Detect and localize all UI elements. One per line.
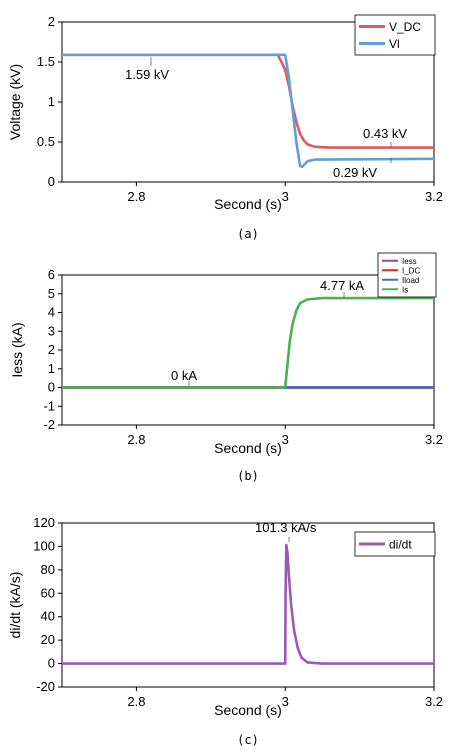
annotation-label: 0 kA: [171, 368, 197, 383]
y-tick-label: 2: [48, 342, 55, 357]
x-tick-label: 2.8: [127, 432, 145, 447]
series-line-vl: [62, 53, 434, 169]
x-tick-label: 3.2: [425, 432, 443, 447]
annotation-label: 4.77 kA: [320, 278, 364, 293]
y-tick-label: 2: [48, 14, 55, 29]
y-tick-label: 120: [33, 515, 55, 530]
legend-label: Is: [402, 285, 408, 294]
x-tick-label: 3: [282, 189, 289, 204]
series-line-v-dc: [62, 53, 434, 149]
legend: di/dt: [354, 531, 436, 557]
plot-frame: [61, 522, 435, 688]
legend-label: di/dt: [389, 538, 412, 552]
x-tick-label: 3: [282, 432, 289, 447]
y-axis-label: Iess (kA): [9, 322, 25, 377]
y-axis-label: di/dt (kA/s): [7, 572, 23, 639]
y-tick-label: 0.5: [37, 134, 55, 149]
legend-label: V_DC: [389, 20, 421, 34]
x-tick-label: 3.2: [425, 694, 443, 709]
y-tick-label: -2: [43, 417, 55, 432]
x-axis-label: Second (s): [214, 702, 282, 718]
x-tick-label: 3.2: [425, 189, 443, 204]
figure-caption: (a): [237, 227, 259, 241]
y-tick-label: 60: [41, 585, 55, 600]
annotation-label: 0.43 kV: [363, 126, 407, 141]
y-tick-label: 80: [41, 562, 55, 577]
x-tick-label: 2.8: [127, 694, 145, 709]
figure-caption: (c): [237, 733, 259, 747]
y-tick-label: 20: [41, 632, 55, 647]
legend-label: I_DC: [402, 266, 420, 275]
legend: V_DC Vl: [354, 14, 436, 56]
legend-label: Iess: [402, 257, 417, 266]
chart-3: -20 0 20 40 60 80 100 120 2.8 3 3.2 Second (s) di/dt…: [7, 515, 443, 747]
y-tick-label: 6: [48, 267, 55, 282]
y-tick-label: 40: [41, 609, 55, 624]
x-tick-label: 3: [282, 694, 289, 709]
y-axis-label: Voltage (kV): [7, 64, 23, 140]
y-tick-label: 3: [48, 323, 55, 338]
y-tick-label: 0: [48, 380, 55, 395]
y-tick-label: -20: [36, 679, 55, 694]
x-axis-label: Second (s): [214, 440, 282, 456]
y-tick-label: 5: [48, 286, 55, 301]
legend-label: Iload: [402, 276, 419, 285]
chart-1: 0 0.5 1 1.5 2 2.8 3 3.2 Second (s) Voltage (kV) V_…: [7, 14, 443, 241]
y-tick-label: 4: [48, 305, 55, 320]
annotation-label: 1.59 kV: [125, 67, 169, 82]
legend-box: [354, 14, 436, 56]
annotation-label: 0.29 kV: [333, 165, 377, 180]
series-line-di-dt: [62, 543, 434, 665]
x-tick-label: 2.8: [127, 189, 145, 204]
x-axis-label: Second (s): [214, 196, 282, 212]
y-tick-label: 1: [48, 94, 55, 109]
y-tick-label: -1: [43, 398, 55, 413]
chart-2: -2 -1 0 1 2 3 4 5 6 2.8 3 3.2 Second (s) Iess (kA) Ies…: [9, 252, 443, 483]
series-line-is: [62, 296, 434, 389]
annotation-label: 101.3 kA/s: [255, 520, 317, 535]
y-tick-label: 1.5: [37, 54, 55, 69]
y-tick-label: 100: [33, 538, 55, 553]
legend-label: Vl: [389, 37, 400, 51]
figure-caption: (b): [237, 469, 259, 483]
y-tick-label: 0: [48, 174, 55, 189]
y-tick-label: 0: [48, 656, 55, 671]
y-tick-label: 1: [48, 361, 55, 376]
